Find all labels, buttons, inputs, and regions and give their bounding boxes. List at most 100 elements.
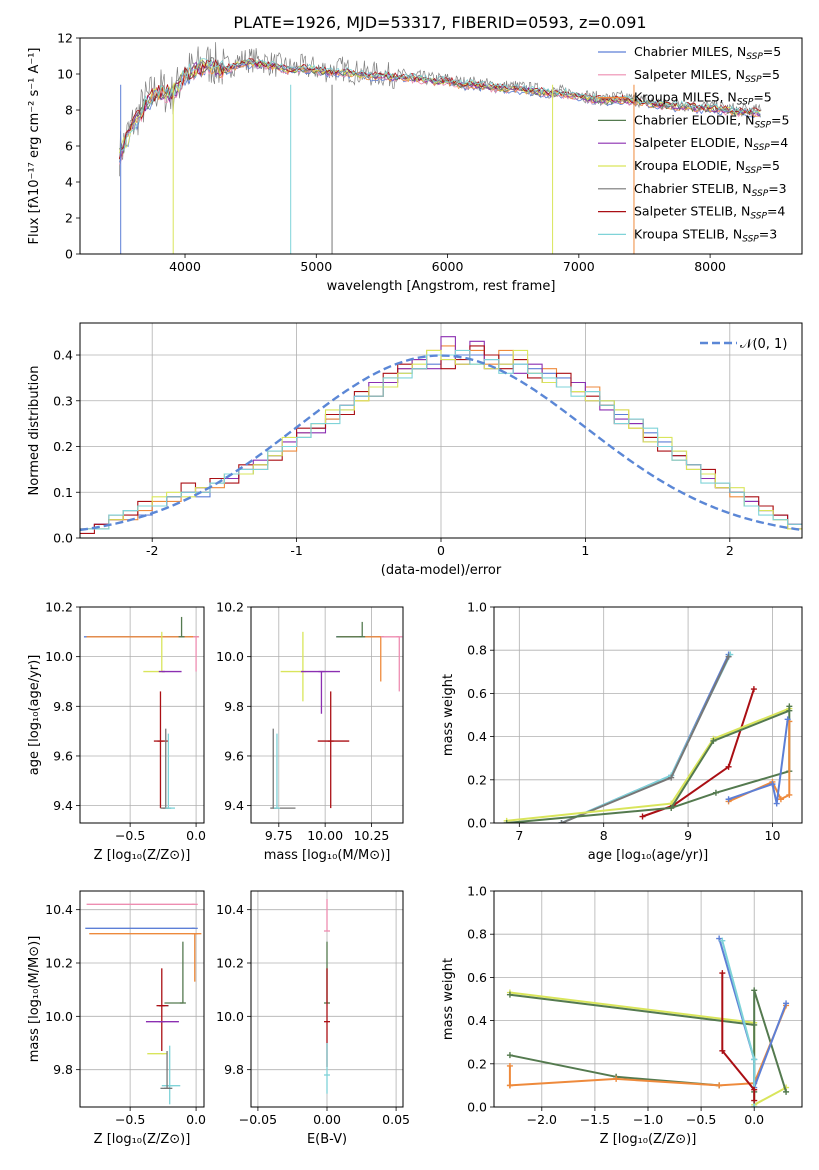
y-tick-label: 0.2 xyxy=(53,439,73,454)
y-tick-label: 0.6 xyxy=(467,686,487,701)
y-tick-label: 10.0 xyxy=(216,1009,244,1024)
x-tick-label: 0 xyxy=(437,543,445,558)
legend-entry-chabrier_miles: Chabrier MILES, NSSP=5 xyxy=(634,44,781,62)
x-tick-label: 8000 xyxy=(694,259,726,274)
legend-entry-kroupa_stelib: Kroupa STELIB, NSSP=3 xyxy=(634,226,777,244)
weight-point-chabrier_miles xyxy=(725,796,732,803)
x-tick-label: 2 xyxy=(726,543,734,558)
weight-point-chabrier_miles xyxy=(769,781,776,788)
y-tick-label: 9.8 xyxy=(53,699,73,714)
y-axis-label: mass weight xyxy=(441,674,456,756)
legend-entry-chabrier_elodie: Chabrier ELODIE, NSSP=5 xyxy=(634,112,789,130)
y-axis-label: Flux [fλ10⁻¹⁷ erg cm⁻² s⁻¹ A⁻¹] xyxy=(27,48,42,245)
x-axis-label: Z [log₁₀(Z/Z⊙)] xyxy=(600,1132,697,1147)
weight-point-chabrier_elodie xyxy=(751,987,758,994)
axes-frame xyxy=(79,890,205,1108)
y-tick-label: 9.4 xyxy=(53,798,73,813)
y-tick-label: 8 xyxy=(65,103,73,118)
x-axis-label: Z [log₁₀(Z/Z⊙)] xyxy=(94,848,191,863)
weight-point-salpeter_stelib xyxy=(751,1086,758,1093)
legend-entry-salpeter_miles: Salpeter MILES, NSSP=5 xyxy=(634,67,780,85)
y-tick-label: 10.4 xyxy=(45,902,73,917)
x-axis-label: age [log₁₀(age/yr)] xyxy=(588,848,709,863)
y-tick-label: 0.4 xyxy=(467,729,487,744)
x-axis-label: Z [log₁₀(Z/Z⊙)] xyxy=(94,1132,191,1147)
gaussian-curve xyxy=(80,354,802,532)
x-tick-label: 0.05 xyxy=(382,1112,410,1127)
weight-line-kroupa_elodie xyxy=(506,707,790,822)
x-tick-label: -2 xyxy=(146,543,158,558)
weight-line-chabrier_stelib xyxy=(561,656,730,823)
x-axis-label: mass [log₁₀(M/M⊙)] xyxy=(264,848,391,863)
x-tick-label: −1.0 xyxy=(633,1112,663,1127)
weight-point-salpeter_stelib xyxy=(719,1047,726,1054)
weight-line-chabrier_elodie xyxy=(509,993,755,1026)
panel-ebv_mass: −0.05 0.00 0.05 9.8 10.0 10.2 10.4 E(B-V) xyxy=(216,890,410,1147)
plot-marks xyxy=(85,903,202,1105)
y-tick-label: 0.1 xyxy=(53,485,73,500)
y-tick-label: 1.0 xyxy=(467,600,487,615)
x-tick-label: 0.00 xyxy=(313,1112,341,1127)
y-tick-label: 10.2 xyxy=(45,600,73,615)
x-axis-label: wavelength [Angstrom, rest frame] xyxy=(327,279,556,294)
weight-line-salpeter_stelib xyxy=(721,973,756,1101)
weight-point-chabrier_elodie xyxy=(783,1088,790,1095)
y-tick-label: 9.4 xyxy=(224,798,244,813)
x-tick-label: −0.5 xyxy=(115,1112,145,1127)
y-tick-label: 10.0 xyxy=(45,1009,73,1024)
x-tick-label: 7 xyxy=(515,828,523,843)
weight-point-salpeter_stelib xyxy=(639,813,646,820)
legend-entry-kroupa_elodie: Kroupa ELODIE, NSSP=5 xyxy=(634,158,780,176)
weight-point-chabrier_elodie xyxy=(506,1052,513,1059)
y-tick-label: 2 xyxy=(65,211,73,226)
x-tick-label: −0.5 xyxy=(686,1112,716,1127)
y-axis-label: age [log₁₀(age/yr)] xyxy=(27,655,42,776)
y-tick-label: 9.6 xyxy=(224,748,244,763)
observed-spectrum xyxy=(119,42,762,177)
weight-point-chabrier_stelib xyxy=(668,774,675,781)
y-tick-label: 10.2 xyxy=(216,956,244,971)
y-tick-label: 9.8 xyxy=(224,699,244,714)
weight-point-salpeter_stelib xyxy=(751,1097,758,1104)
weight-point-chabrier_stelib xyxy=(725,653,732,660)
plot-marks xyxy=(503,651,793,823)
x-tick-label: 7000 xyxy=(563,259,595,274)
y-tick-label: 0.4 xyxy=(467,1013,487,1028)
y-tick-label: 10.2 xyxy=(216,600,244,615)
weight-point-chabrier_elodie xyxy=(506,991,513,998)
plot-marks xyxy=(119,42,762,254)
y-tick-label: 10 xyxy=(57,67,73,82)
y-tick-label: 0.2 xyxy=(467,1056,487,1071)
weight-point-kroupa_miles xyxy=(786,791,793,798)
weight-point-kroupa_miles xyxy=(716,1082,723,1089)
legend-entry-chabrier_stelib: Chabrier STELIB, NSSP=3 xyxy=(634,181,787,199)
x-tick-label: 9 xyxy=(684,828,692,843)
x-tick-label: 10.25 xyxy=(354,828,390,843)
y-tick-label: 0.8 xyxy=(467,643,487,658)
x-axis-label: E(B-V) xyxy=(307,1132,347,1147)
weight-line-chabrier_miles xyxy=(728,719,789,804)
legend-entry-gaussian: 𝒩(0, 1) xyxy=(740,337,787,352)
y-tick-label: 0.2 xyxy=(467,772,487,787)
axes-frame xyxy=(250,890,404,1108)
weight-line-kroupa_stelib xyxy=(561,654,732,823)
panel-z_mass: −0.5 0.0 9.8 10.0 10.2 10.4 Z [log₁₀(Z/Z⊙)] mas… xyxy=(27,890,206,1147)
weight-point-salpeter_stelib xyxy=(725,763,732,770)
x-tick-label: 4000 xyxy=(169,259,201,274)
x-tick-label: 0.0 xyxy=(186,1112,206,1127)
plot-marks xyxy=(83,616,200,809)
plot-marks xyxy=(270,621,403,809)
y-axis-label: mass [log₁₀(M/M⊙)] xyxy=(27,936,42,1063)
y-tick-label: 0.0 xyxy=(53,531,73,546)
weight-point-chabrier_miles xyxy=(773,800,780,807)
axes-frame xyxy=(79,606,205,824)
axes-frame xyxy=(250,606,404,824)
weight-point-chabrier_elodie xyxy=(668,804,675,811)
y-axis-label: mass weight xyxy=(441,958,456,1040)
legend-entry-salpeter_stelib: Salpeter STELIB, NSSP=4 xyxy=(634,204,785,222)
weight-line-chabrier_elodie xyxy=(670,706,791,809)
y-tick-label: 10.0 xyxy=(45,649,73,664)
x-tick-label: 10.00 xyxy=(307,828,343,843)
weight-point-chabrier_miles xyxy=(784,716,791,723)
